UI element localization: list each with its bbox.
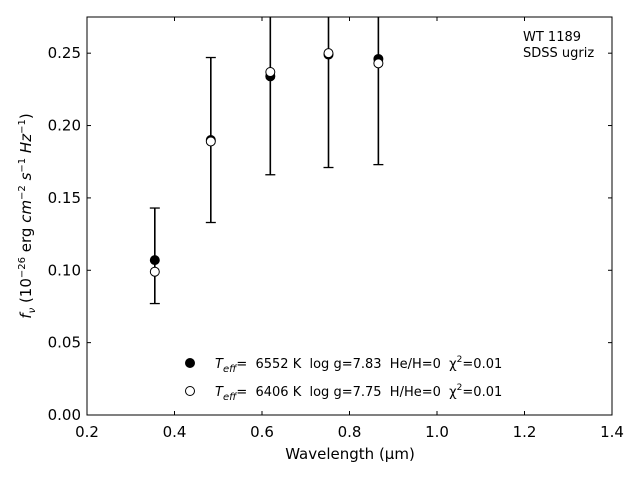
x-tick-label: 0.4 (163, 423, 187, 441)
x-tick-label: 0.8 (338, 423, 362, 441)
x-tick-label: 0.6 (250, 423, 274, 441)
y-tick-label: 0.10 (48, 261, 81, 279)
x-axis-label: Wavelength (μm) (285, 445, 415, 463)
y-tick-labels: 0.00 0.05 0.10 0.15 0.20 0.25 (48, 44, 81, 424)
y-tick-label: 0.20 (48, 117, 81, 135)
x-tick-label: 1.2 (513, 423, 537, 441)
legend: Teff= 6552 K log g=7.83 He/H=0 χ2=0.01 T… (185, 355, 502, 403)
data-point-open (265, 66, 276, 77)
y-axis-label: fν (10−26 erg cm−2 s−1 Hz−1) (17, 113, 38, 318)
x-tick-label: 0.2 (75, 423, 99, 441)
y-tick-label: 0.05 (48, 334, 81, 352)
legend-label-1: Teff= 6552 K log g=7.83 He/H=0 χ2=0.01 (215, 355, 502, 375)
legend-marker-filled (185, 358, 195, 368)
data-point-open (373, 58, 384, 69)
annotation-line-2: SDSS ugriz (523, 46, 594, 61)
data-point-open (149, 266, 160, 277)
tick-marks (86, 17, 613, 416)
y-tick-label: 0.25 (48, 44, 81, 62)
data-markers (149, 48, 384, 277)
data-point-open (205, 136, 216, 147)
x-tick-labels: 0.2 0.4 0.6 0.8 1.0 1.2 1.4 (75, 423, 624, 441)
plot-frame (86, 16, 613, 416)
x-tick-label: 1.0 (425, 423, 449, 441)
y-tick-label: 0.15 (48, 189, 81, 207)
data-point-filled (149, 255, 160, 266)
legend-marker-open (185, 386, 195, 396)
annotation-line-1: WT 1189 (523, 30, 581, 45)
y-tick-label: 0.00 (48, 406, 81, 424)
data-point-open (323, 48, 334, 59)
x-tick-label: 1.4 (600, 423, 624, 441)
legend-label-2: Teff= 6406 K log g=7.75 H/He=0 χ2=0.01 (215, 383, 502, 403)
